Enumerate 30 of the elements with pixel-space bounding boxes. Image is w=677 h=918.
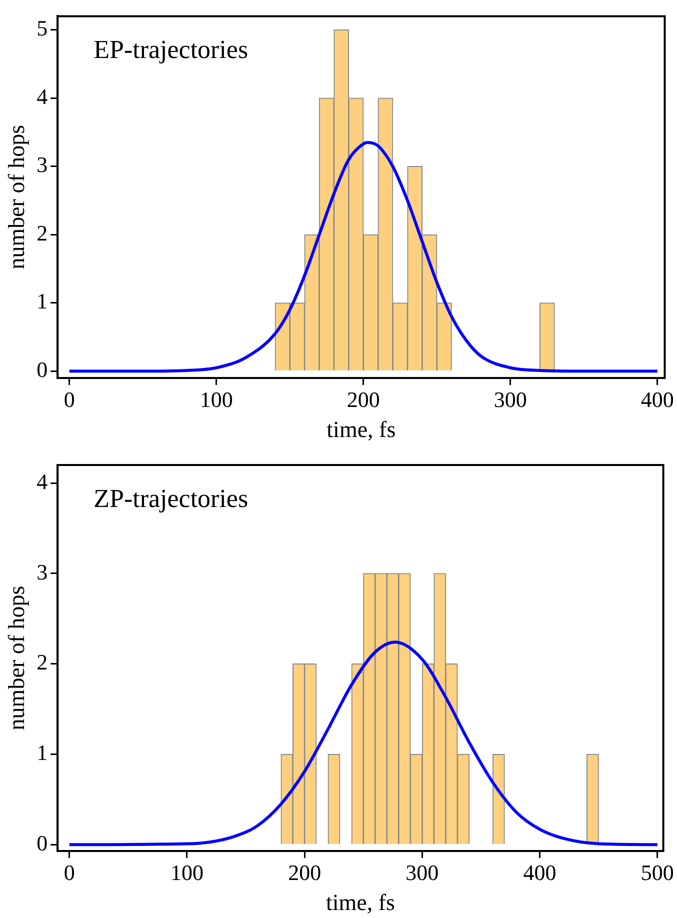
y-tick-label: 4 xyxy=(36,84,48,109)
x-tick-label: 400 xyxy=(640,386,674,412)
x-tick-label: 300 xyxy=(406,860,439,885)
line-series xyxy=(68,640,659,846)
y-tick-label: 0 xyxy=(36,356,48,382)
y-axis-title: number of hops xyxy=(4,124,29,270)
x-tick-label: 200 xyxy=(288,860,322,885)
line-series xyxy=(68,140,659,373)
y-tick-label: 2 xyxy=(36,220,48,246)
y-tick-label: 1 xyxy=(36,288,48,314)
x-axis-title: time, fs xyxy=(326,890,395,916)
y-tick-label: 5 xyxy=(36,16,48,41)
x-tick-label: 500 xyxy=(640,860,674,885)
annotation: ZP-trajectories xyxy=(94,484,248,513)
y-tick-label: 3 xyxy=(36,559,48,584)
y-tick-label: 2 xyxy=(36,650,48,675)
y-tick-label: 3 xyxy=(36,152,48,178)
x-tick-label: 400 xyxy=(523,860,556,885)
x-tick-label: 200 xyxy=(346,386,380,412)
x-tick-label: 100 xyxy=(200,386,233,412)
y-tick-label: 0 xyxy=(36,830,48,856)
y-axis-title: number of hops xyxy=(4,586,29,730)
y-tick-label: 4 xyxy=(36,468,48,494)
y-tick-label: 1 xyxy=(36,740,48,766)
x-axis-title: time, fs xyxy=(326,417,396,442)
x-tick-label: 100 xyxy=(170,860,204,885)
x-tick-label: 0 xyxy=(64,386,75,412)
x-tick-label: 300 xyxy=(494,386,527,412)
x-tick-label: 0 xyxy=(64,860,75,885)
annotation: EP-trajectories xyxy=(94,35,248,64)
